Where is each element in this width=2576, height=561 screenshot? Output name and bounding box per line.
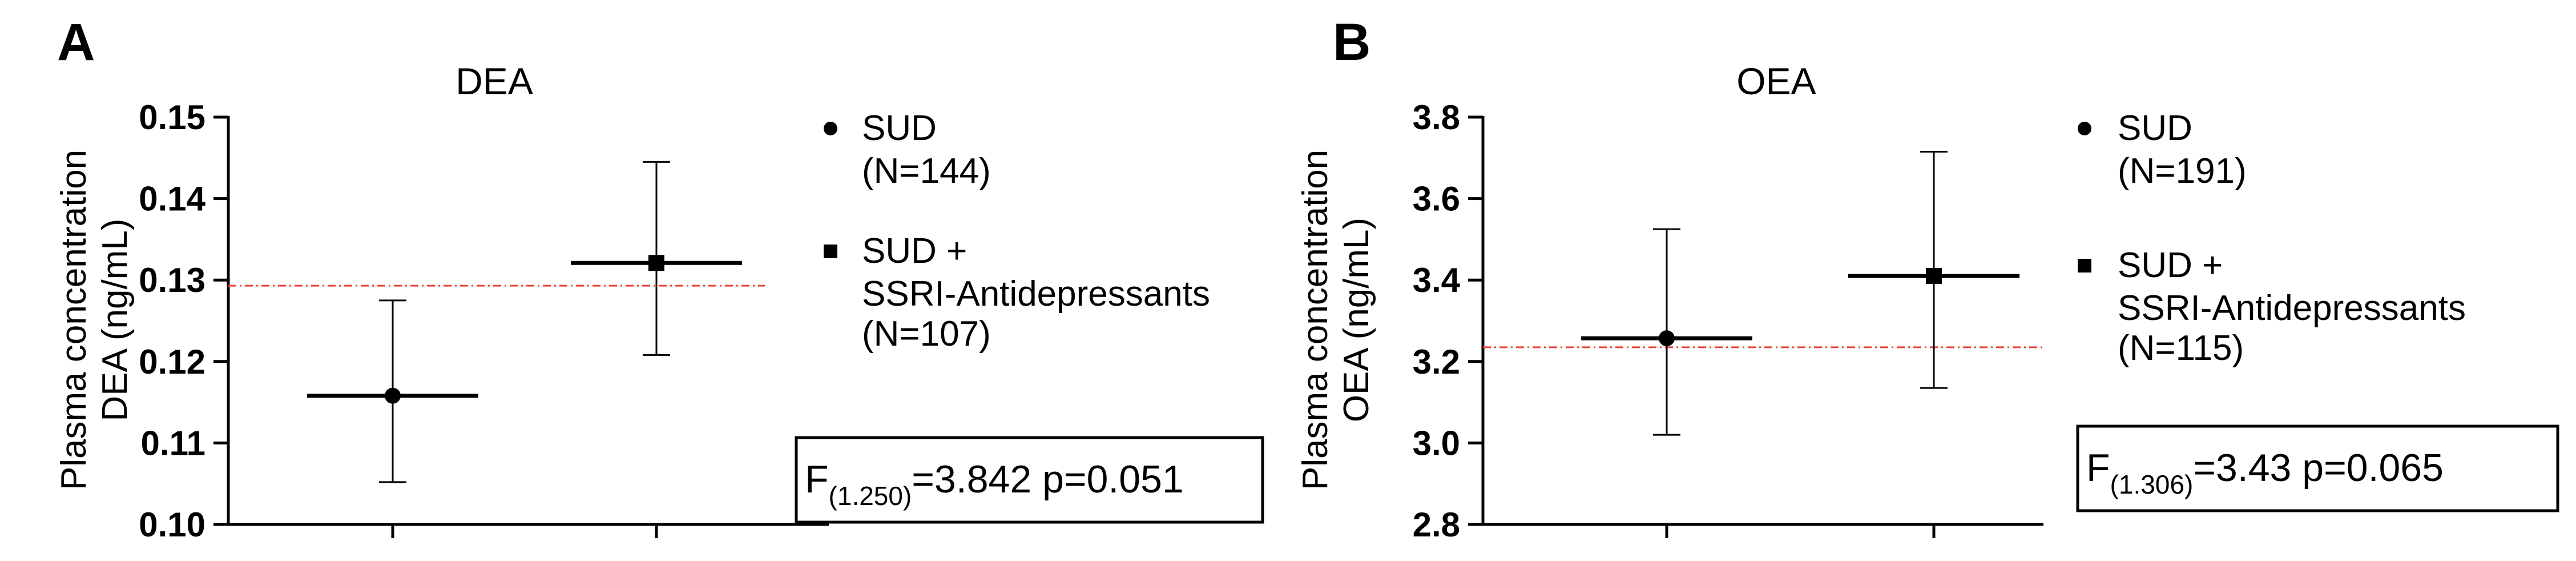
mean-marker-circle [385, 387, 401, 404]
panel-letter: A [57, 13, 95, 71]
stat-subscript: (1.250) [829, 481, 912, 511]
legend-n-label: (N=107) [862, 314, 991, 354]
y-axis-label-line: DEA (ng/mL) [95, 219, 135, 422]
stat-text: F(1.306)=3.43 p=0.065 [2086, 446, 2444, 499]
y-tick-label: 3.0 [1413, 424, 1460, 462]
legend-label: SSRI-Antidepressants [2118, 288, 2466, 328]
y-axis-label-line: Plasma concentration [1296, 150, 1335, 490]
y-axis-label-line: Plasma concentration [54, 150, 94, 490]
legend: SUD(N=191) SUD +SSRI-Antidepressants(N=11… [2078, 109, 2466, 368]
mean-marker-square [648, 255, 664, 271]
panel-letter: B [1333, 13, 1370, 71]
stat-value: =3.43 p=0.065 [2193, 446, 2444, 490]
series-2 [1848, 151, 2019, 389]
stat-prefix: F [805, 458, 829, 501]
series-1 [1581, 228, 1752, 436]
legend-label: SUD + [862, 231, 967, 271]
legend-label: SSRI-Antidepressants [862, 274, 1210, 314]
chart-title: DEA [455, 60, 533, 102]
y-tick-label: 3.6 [1413, 180, 1460, 218]
y-tick-label: 0.15 [139, 98, 205, 137]
y-tick-label: 2.8 [1413, 506, 1460, 544]
legend-label: SUD [2118, 109, 2192, 148]
y-tick-label: 0.12 [139, 343, 205, 381]
mean-marker-circle [1659, 330, 1675, 347]
stat-box-border [795, 436, 1264, 524]
chart-title: OEA [1736, 60, 1816, 102]
legend-n-label: (N=144) [862, 151, 991, 191]
y-tick-label: 0.14 [139, 180, 205, 218]
legend-n-label: (N=115) [2118, 328, 2244, 368]
stat-box-border [2076, 424, 2559, 512]
series-1 [307, 299, 478, 483]
legend-marker-square [824, 245, 837, 258]
stat-box: F(1.250)=3.842 p=0.051 [795, 436, 1264, 524]
legend-label: SUD [862, 109, 937, 148]
legend-marker-circle [2078, 122, 2091, 135]
legend-n-label: (N=191) [2118, 151, 2247, 191]
y-tick-label: 0.13 [139, 261, 205, 299]
y-tick-label: 0.11 [141, 424, 205, 462]
y-axis-label: Plasma concentration OEA (ng/mL) [1296, 150, 1376, 490]
stat-subscript: (1.306) [2110, 470, 2194, 499]
y-axis-label-line: OEA (ng/mL) [1337, 218, 1376, 422]
stat-value: =3.842 p=0.051 [912, 458, 1183, 501]
y-tick-label: 3.2 [1413, 343, 1460, 381]
panel-b: B OEA Plasma concentration OEA (ng/mL) 2.8 3.… [1296, 13, 2559, 544]
stat-prefix: F [2086, 446, 2110, 490]
legend: SUD(N=144) SUD +SSRI-Antidepressants(N=10… [824, 109, 1210, 354]
legend-label: SUD + [2118, 246, 2223, 285]
stat-text: F(1.250)=3.842 p=0.051 [805, 458, 1184, 511]
y-tick-label: 0.10 [139, 506, 205, 544]
legend-marker-square [2078, 259, 2091, 273]
mean-marker-square [1926, 268, 1942, 284]
stat-box: F(1.306)=3.43 p=0.065 [2076, 424, 2559, 512]
series-2 [571, 161, 742, 356]
y-tick-label: 3.4 [1413, 261, 1461, 299]
legend-marker-circle [824, 122, 837, 135]
y-axis-label: Plasma concentration DEA (ng/mL) [54, 150, 135, 490]
y-tick-label: 3.8 [1413, 98, 1460, 137]
